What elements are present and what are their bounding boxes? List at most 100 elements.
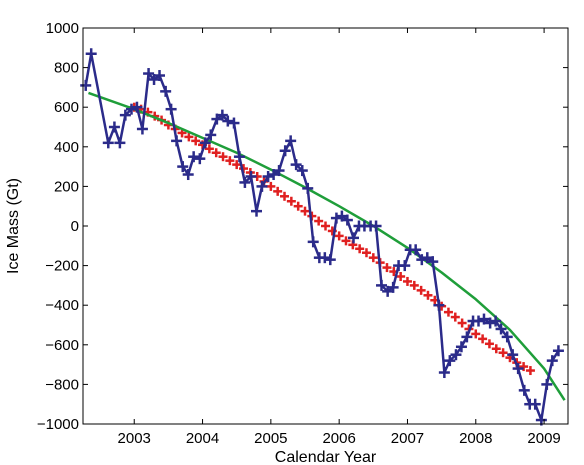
series-0-point	[450, 349, 462, 361]
series-0-point	[495, 323, 507, 335]
series-0-point	[143, 68, 155, 80]
y-tick-label: 600	[54, 99, 79, 116]
series-0-point	[126, 103, 137, 115]
series-0-point	[279, 145, 291, 157]
series-0-point	[410, 244, 422, 256]
y-axis-label: Ice Mass (Gt)	[5, 178, 22, 274]
series-1-point	[471, 329, 481, 339]
series-0-point	[182, 169, 194, 181]
series-0-point	[438, 367, 450, 379]
series-0-point	[399, 260, 411, 272]
series-1-point	[409, 280, 419, 290]
series-1-point	[232, 160, 242, 170]
series-0-point	[478, 313, 490, 325]
series-1-point	[498, 348, 508, 358]
series-0-point	[136, 123, 148, 135]
series-0-point	[262, 171, 274, 182]
series-1-point	[355, 244, 365, 254]
series-1-point	[204, 144, 214, 154]
series-0-point	[114, 137, 126, 149]
series-0-point	[473, 315, 485, 327]
x-tick-label: 2007	[391, 430, 424, 447]
series-0-point	[541, 378, 553, 390]
series-1-point	[314, 216, 324, 226]
series-1-point	[293, 201, 303, 211]
y-tick-label: 800	[54, 60, 79, 77]
series-0-point	[228, 117, 240, 129]
series-1-point	[280, 191, 290, 201]
x-tick-label: 2009	[527, 430, 560, 447]
series-1-point	[525, 366, 535, 376]
series-0-point	[302, 182, 314, 194]
series-0-point	[165, 103, 177, 115]
x-tick-label: 2005	[254, 430, 287, 447]
x-tick-label: 2004	[186, 430, 219, 447]
series-1-point	[191, 136, 201, 146]
series-1-point	[402, 276, 412, 286]
series-1-point	[218, 152, 228, 162]
series-0-point	[290, 159, 302, 171]
series-1-point	[396, 271, 406, 281]
series-1-point	[300, 206, 310, 216]
series-0-point	[370, 220, 382, 232]
series-0-point	[233, 151, 245, 163]
y-tick-label: −800	[45, 376, 79, 393]
series-0-point	[194, 153, 206, 165]
series-0-point	[251, 205, 263, 217]
series-0-point	[433, 299, 445, 311]
series-0-point	[416, 254, 428, 266]
series-0-point	[160, 85, 172, 97]
series-1-point	[184, 132, 194, 142]
series-0-point	[154, 70, 166, 82]
series-0-point	[80, 79, 92, 91]
series-0-point	[319, 252, 331, 264]
y-tick-label: 1000	[46, 20, 79, 37]
series-1-point	[484, 339, 494, 349]
y-tick-label: 0	[71, 218, 79, 235]
series-0-line	[84, 52, 560, 422]
series-0-point	[546, 355, 558, 367]
series-0-point	[222, 115, 234, 127]
series-0-point	[85, 48, 97, 60]
series-0-point	[529, 398, 541, 410]
series-0-point	[427, 256, 439, 268]
series-0-point	[552, 345, 564, 357]
series-0-point	[131, 101, 143, 113]
series-1-point	[341, 236, 351, 246]
series-1-point	[450, 312, 460, 322]
series-1-point	[478, 334, 488, 344]
series-1-point	[457, 318, 467, 328]
y-tick-label: 400	[54, 139, 79, 156]
series-0-point	[330, 212, 342, 224]
series-1-point	[416, 285, 426, 295]
series-0-point	[205, 129, 217, 141]
series-1-point	[443, 307, 453, 317]
series-0-point	[296, 165, 308, 177]
series-0-point	[507, 349, 519, 361]
series-1-point	[211, 148, 221, 158]
y-tick-label: −600	[45, 337, 79, 354]
series-0-point	[341, 214, 353, 226]
series-1-point	[382, 263, 392, 273]
series-0-point	[461, 331, 473, 343]
series-2	[88, 91, 566, 401]
series-0-point	[119, 109, 131, 121]
x-tick-label: 2008	[459, 430, 492, 447]
series-0-point	[518, 384, 530, 396]
series-0	[80, 48, 564, 426]
ticks: 2003 2004 2005 2006 2007 2008 2009 −1000 −800 −60…	[37, 20, 568, 447]
series-1-point	[321, 221, 330, 231]
series-0-point	[285, 135, 297, 147]
series-0-point	[444, 355, 456, 367]
series-2-line	[88, 91, 566, 401]
series-0-point	[387, 281, 399, 293]
series-0-point	[188, 151, 200, 163]
x-tick-label: 2003	[118, 430, 151, 447]
series-1-point	[491, 344, 501, 354]
series-1-point	[266, 181, 276, 191]
series-1-point	[368, 253, 378, 263]
series-0-point	[216, 109, 228, 121]
series-1-point	[334, 231, 344, 241]
y-tick-label: −400	[45, 297, 79, 314]
